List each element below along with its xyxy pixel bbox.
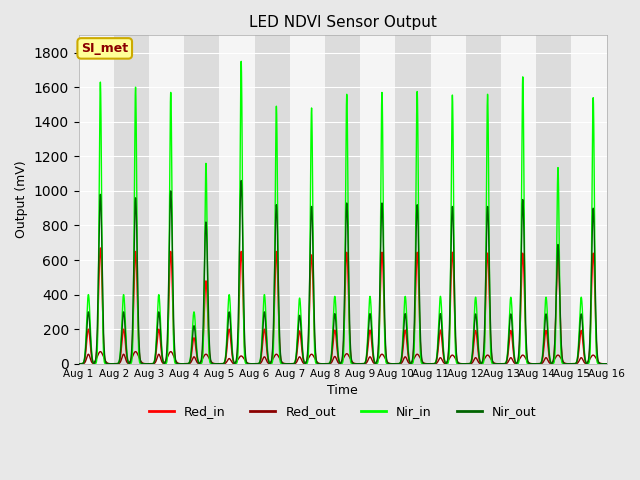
Bar xyxy=(149,36,184,364)
Bar xyxy=(290,36,325,364)
Bar xyxy=(79,36,114,364)
Bar xyxy=(431,36,466,364)
Bar xyxy=(396,36,431,364)
Bar xyxy=(501,36,536,364)
Title: LED NDVI Sensor Output: LED NDVI Sensor Output xyxy=(248,15,436,30)
Bar xyxy=(114,36,149,364)
Bar xyxy=(466,36,501,364)
Text: SI_met: SI_met xyxy=(81,42,128,55)
Bar xyxy=(255,36,290,364)
Bar xyxy=(360,36,396,364)
Bar xyxy=(325,36,360,364)
Y-axis label: Output (mV): Output (mV) xyxy=(15,161,28,239)
Bar xyxy=(184,36,220,364)
Bar xyxy=(536,36,572,364)
X-axis label: Time: Time xyxy=(327,384,358,397)
Bar xyxy=(220,36,255,364)
Bar xyxy=(572,36,607,364)
Legend: Red_in, Red_out, Nir_in, Nir_out: Red_in, Red_out, Nir_in, Nir_out xyxy=(144,400,541,423)
